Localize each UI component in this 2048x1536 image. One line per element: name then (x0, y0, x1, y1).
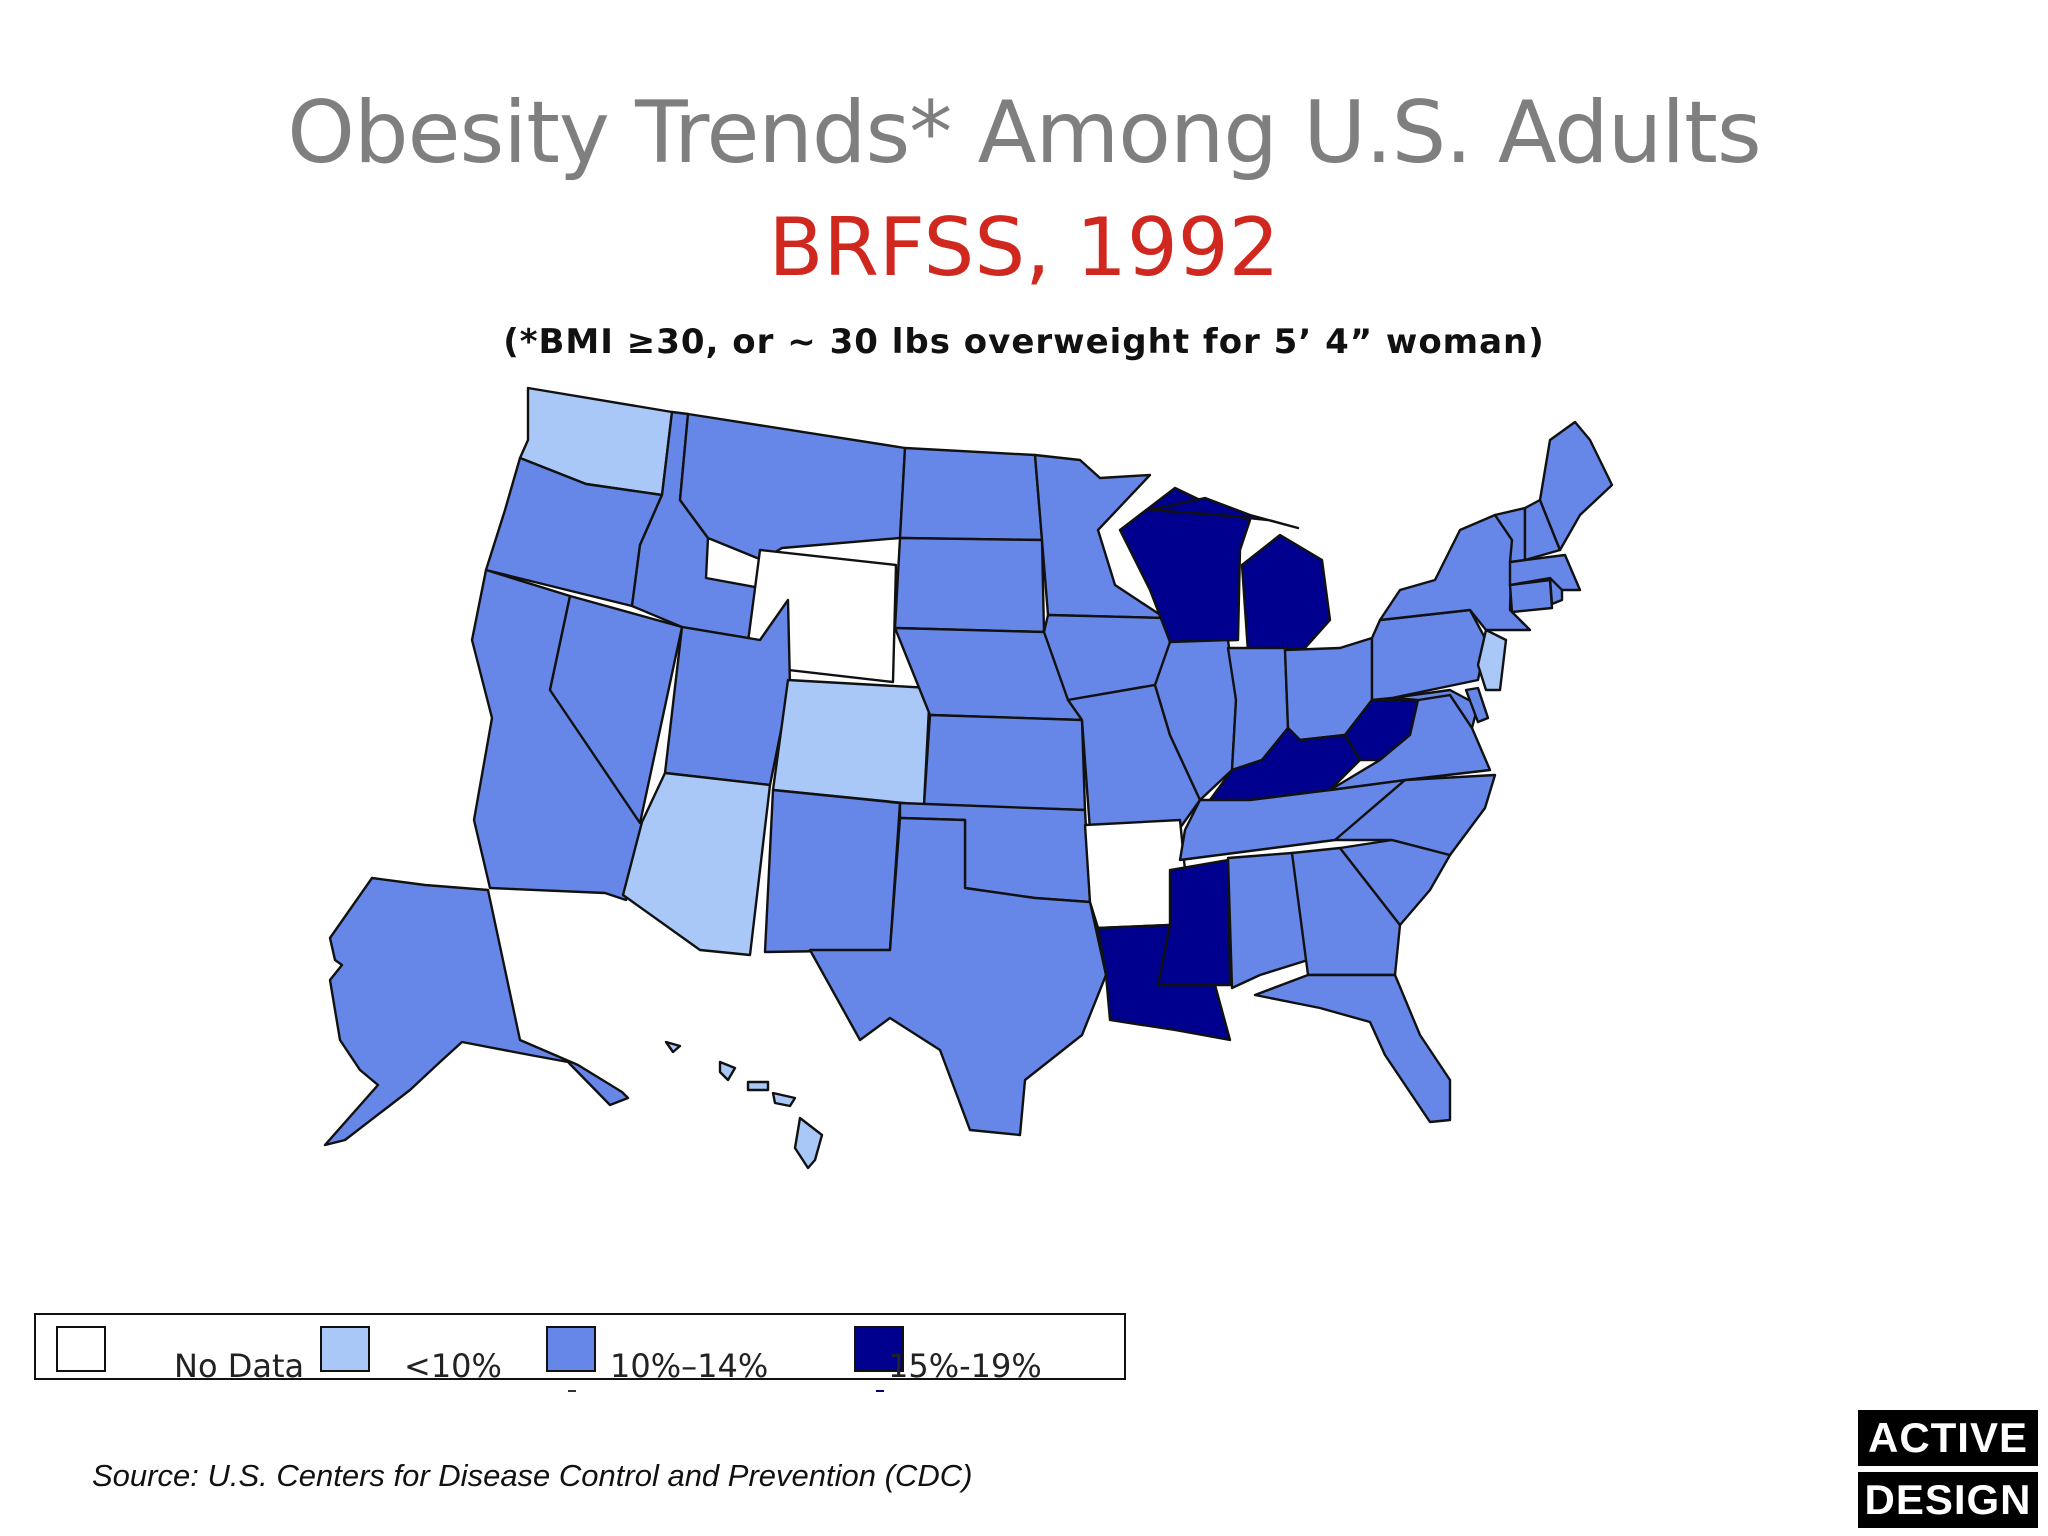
state-new-mexico (763, 788, 902, 954)
state-pennsylvania (1370, 608, 1488, 702)
state-mississippi (1156, 858, 1232, 987)
state-michigan (1240, 533, 1332, 654)
state-vermont (1493, 506, 1527, 564)
legend-tick-10-14 (568, 1390, 576, 1392)
state-michigan-up (1148, 496, 1300, 530)
state-alaska (323, 876, 630, 1147)
state-alabama (1226, 851, 1310, 990)
legend-label-10-14: 10%–14% (610, 1347, 769, 1385)
state-florida (1253, 973, 1452, 1124)
state-massachusetts (1508, 553, 1582, 592)
state-maine (1538, 420, 1614, 552)
legend-label-under-10: <10% (404, 1347, 502, 1385)
legend-tick-15-19 (876, 1390, 884, 1392)
slide-title: Obesity Trends* Among U.S. Adults (287, 83, 1761, 183)
state-kansas (922, 713, 1087, 812)
state-nevada (548, 594, 684, 825)
state-georgia (1290, 846, 1402, 977)
state-new-jersey (1476, 628, 1508, 692)
legend-label-15-19: 15%-19% (888, 1347, 1042, 1385)
legend-box (34, 1313, 1126, 1380)
state-colorado (771, 678, 932, 807)
state-idaho (630, 410, 784, 642)
state-arizona (621, 771, 772, 957)
state-hawaii (664, 1040, 824, 1170)
state-texas (808, 816, 1108, 1137)
state-south-dakota (893, 536, 1046, 634)
brand-logo-line1: ACTIVE (1858, 1410, 2038, 1466)
state-wisconsin (1118, 486, 1252, 644)
legend-swatch-10-14 (546, 1326, 596, 1372)
legend-swatch-under-10 (320, 1326, 370, 1372)
state-north-dakota (898, 446, 1044, 542)
legend-swatch-15-19 (854, 1326, 904, 1372)
source-citation: Source: U.S. Centers for Disease Control… (92, 1458, 973, 1493)
state-minnesota (1033, 453, 1167, 620)
state-delaware (1464, 686, 1490, 724)
brand-logo-line2: DESIGN (1858, 1472, 2038, 1528)
state-connecticut (1508, 578, 1554, 614)
state-montana (678, 412, 907, 562)
legend-label-no-data: No Data (174, 1347, 305, 1385)
state-south-carolina (1338, 838, 1452, 927)
state-maryland (1390, 688, 1480, 730)
slide-subtitle: BRFSS, 1992 (768, 201, 1280, 294)
legend-swatch-no-data (56, 1326, 106, 1372)
bmi-footnote: (*BMI ≥30, or ~ 30 lbs overweight for 5’… (503, 322, 1545, 362)
